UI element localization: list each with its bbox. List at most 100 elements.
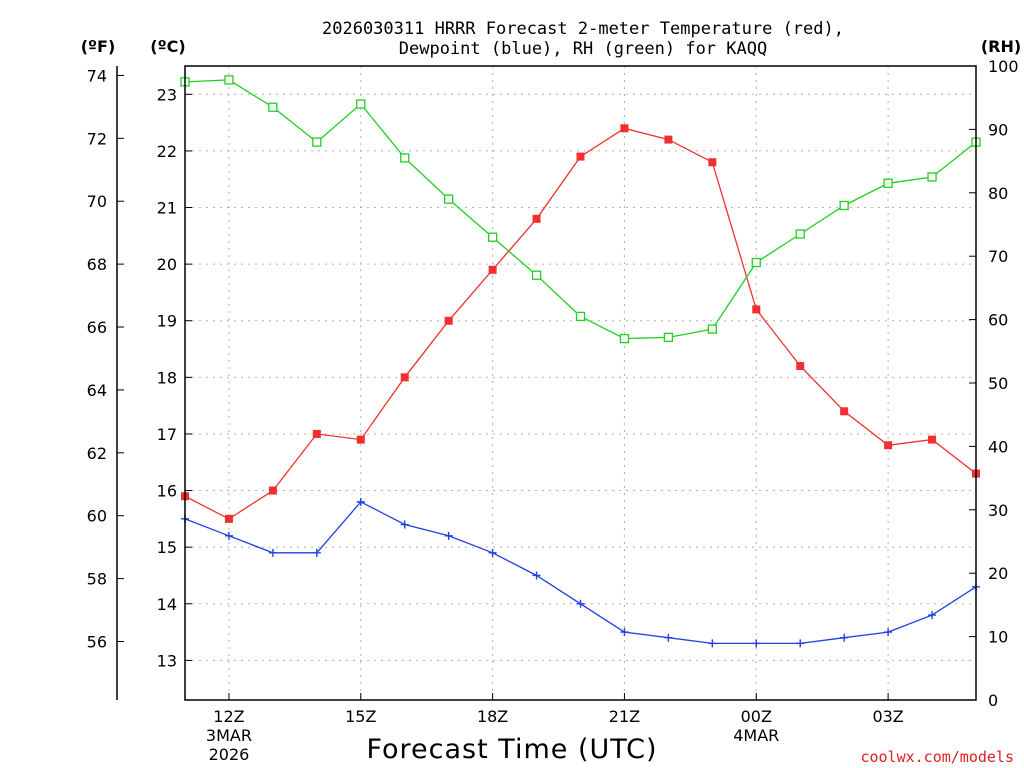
fahrenheit-tick-label: 74 (87, 66, 107, 85)
temperature-point (884, 441, 893, 450)
rh-point (268, 102, 278, 112)
fahrenheit-unit-label: (ºF) (81, 37, 116, 56)
temperature-point (532, 214, 541, 223)
rh-point (312, 137, 322, 147)
gridlines (185, 66, 976, 700)
rh-tick-label: 50 (988, 374, 1008, 393)
x-axis-title: Forecast Time (UTC) (366, 734, 657, 765)
temperature-point (620, 124, 629, 133)
rh-point (575, 311, 586, 322)
celsius-tick-label: 17 (157, 425, 177, 444)
dewpoint-point (356, 497, 365, 506)
time-tick-label: 03Z (872, 707, 903, 726)
dewpoint-point (532, 571, 541, 580)
celsius-tick-label: 22 (157, 142, 177, 161)
temperature-point (752, 305, 761, 314)
dewpoint-point (224, 531, 233, 540)
temperature-point (488, 265, 497, 274)
rh-tick-label: 60 (988, 311, 1008, 330)
rh-point (795, 229, 805, 239)
dewpoint-point (752, 639, 761, 648)
fahrenheit-tick-label: 56 (87, 633, 107, 652)
temperature-point (312, 429, 321, 438)
celsius-tick-label: 23 (157, 85, 177, 104)
dewpoint-point (796, 639, 805, 648)
rh-point (224, 75, 234, 85)
temperature-point (664, 135, 673, 144)
dewpoint-point (664, 633, 673, 642)
dewpoint-point (708, 639, 717, 648)
fahrenheit-tick-label: 60 (87, 507, 107, 526)
temperature-series (181, 124, 980, 523)
time-tick-label: 12Z (213, 707, 244, 726)
rh-point (707, 324, 717, 334)
fahrenheit-tick-label: 58 (87, 570, 107, 589)
rh-tick-label: 40 (988, 437, 1008, 456)
rh-line (184, 79, 977, 340)
dewpoint-point (444, 531, 453, 540)
dewpoint-line (184, 501, 977, 645)
dewpoint-point (620, 628, 629, 637)
temperature-point (840, 407, 849, 416)
rh-tick-label: 100 (988, 57, 1019, 76)
chart-title-line-2: Dewpoint (blue), RH (green) for KAQQ (399, 39, 767, 59)
fahrenheit-tick-label: 68 (87, 255, 107, 274)
temperature-point (268, 486, 277, 495)
fahrenheit-tick-label: 66 (87, 318, 107, 337)
time-tick-label: 00Z (741, 707, 772, 726)
dewpoint-point (928, 611, 937, 620)
dewpoint-point (576, 599, 585, 608)
dewpoint-point (400, 520, 409, 529)
celsius-unit-label: (ºC) (150, 37, 185, 56)
celsius-tick-label: 18 (157, 368, 177, 387)
temperature-point (576, 152, 585, 161)
dewpoint-point (312, 548, 321, 557)
rh-tick-label: 70 (988, 247, 1008, 266)
temperature-point (444, 316, 453, 325)
fahrenheit-axis: 56 58 60 62 64 66 68 70 72 74 (87, 66, 124, 700)
rh-axis: 0 10 20 30 40 50 60 70 80 90 100 (969, 57, 1019, 710)
temperature-line (184, 127, 977, 520)
rh-point (356, 99, 366, 109)
rh-tick-label: 30 (988, 501, 1008, 520)
rh-point (531, 270, 542, 280)
rh-tick-label: 0 (988, 691, 998, 710)
fahrenheit-tick-label: 62 (87, 444, 107, 463)
time-tick-label: 15Z (345, 707, 376, 726)
celsius-tick-label: 21 (157, 199, 177, 218)
celsius-axis: 13 14 15 16 17 18 19 20 21 22 23 (157, 85, 192, 670)
dewpoint-point (488, 548, 497, 557)
time-tick-label: 18Z (477, 707, 508, 726)
dewpoint-point (884, 628, 893, 637)
rh-tick-label: 90 (988, 120, 1008, 139)
rh-point (663, 332, 674, 343)
rh-point (400, 153, 410, 163)
rh-tick-label: 10 (988, 628, 1008, 647)
fahrenheit-tick-label: 72 (87, 129, 107, 148)
rh-point (883, 178, 893, 188)
temperature-point (928, 435, 937, 444)
rh-point (487, 232, 498, 242)
credit-text: coolwx.com/models (860, 748, 1014, 766)
celsius-tick-label: 16 (157, 482, 177, 501)
date-label: 3MAR (206, 726, 252, 745)
date-label: 4MAR (733, 726, 779, 745)
celsius-tick-label: 14 (157, 595, 177, 614)
rh-point (619, 333, 630, 344)
rh-point (751, 257, 761, 268)
celsius-tick-label: 15 (157, 538, 177, 557)
rh-point (839, 200, 849, 211)
rh-tick-label: 80 (988, 184, 1008, 203)
year-label: 2026 (209, 745, 250, 764)
temperature-point (356, 435, 365, 444)
temperature-point (224, 514, 233, 523)
rh-point (444, 194, 454, 204)
temperature-point (708, 158, 717, 167)
celsius-tick-label: 20 (157, 255, 177, 274)
celsius-tick-label: 13 (157, 651, 177, 670)
rh-unit-label: (RH) (981, 37, 1021, 56)
series-layer (180, 75, 981, 648)
fahrenheit-tick-label: 64 (87, 381, 107, 400)
